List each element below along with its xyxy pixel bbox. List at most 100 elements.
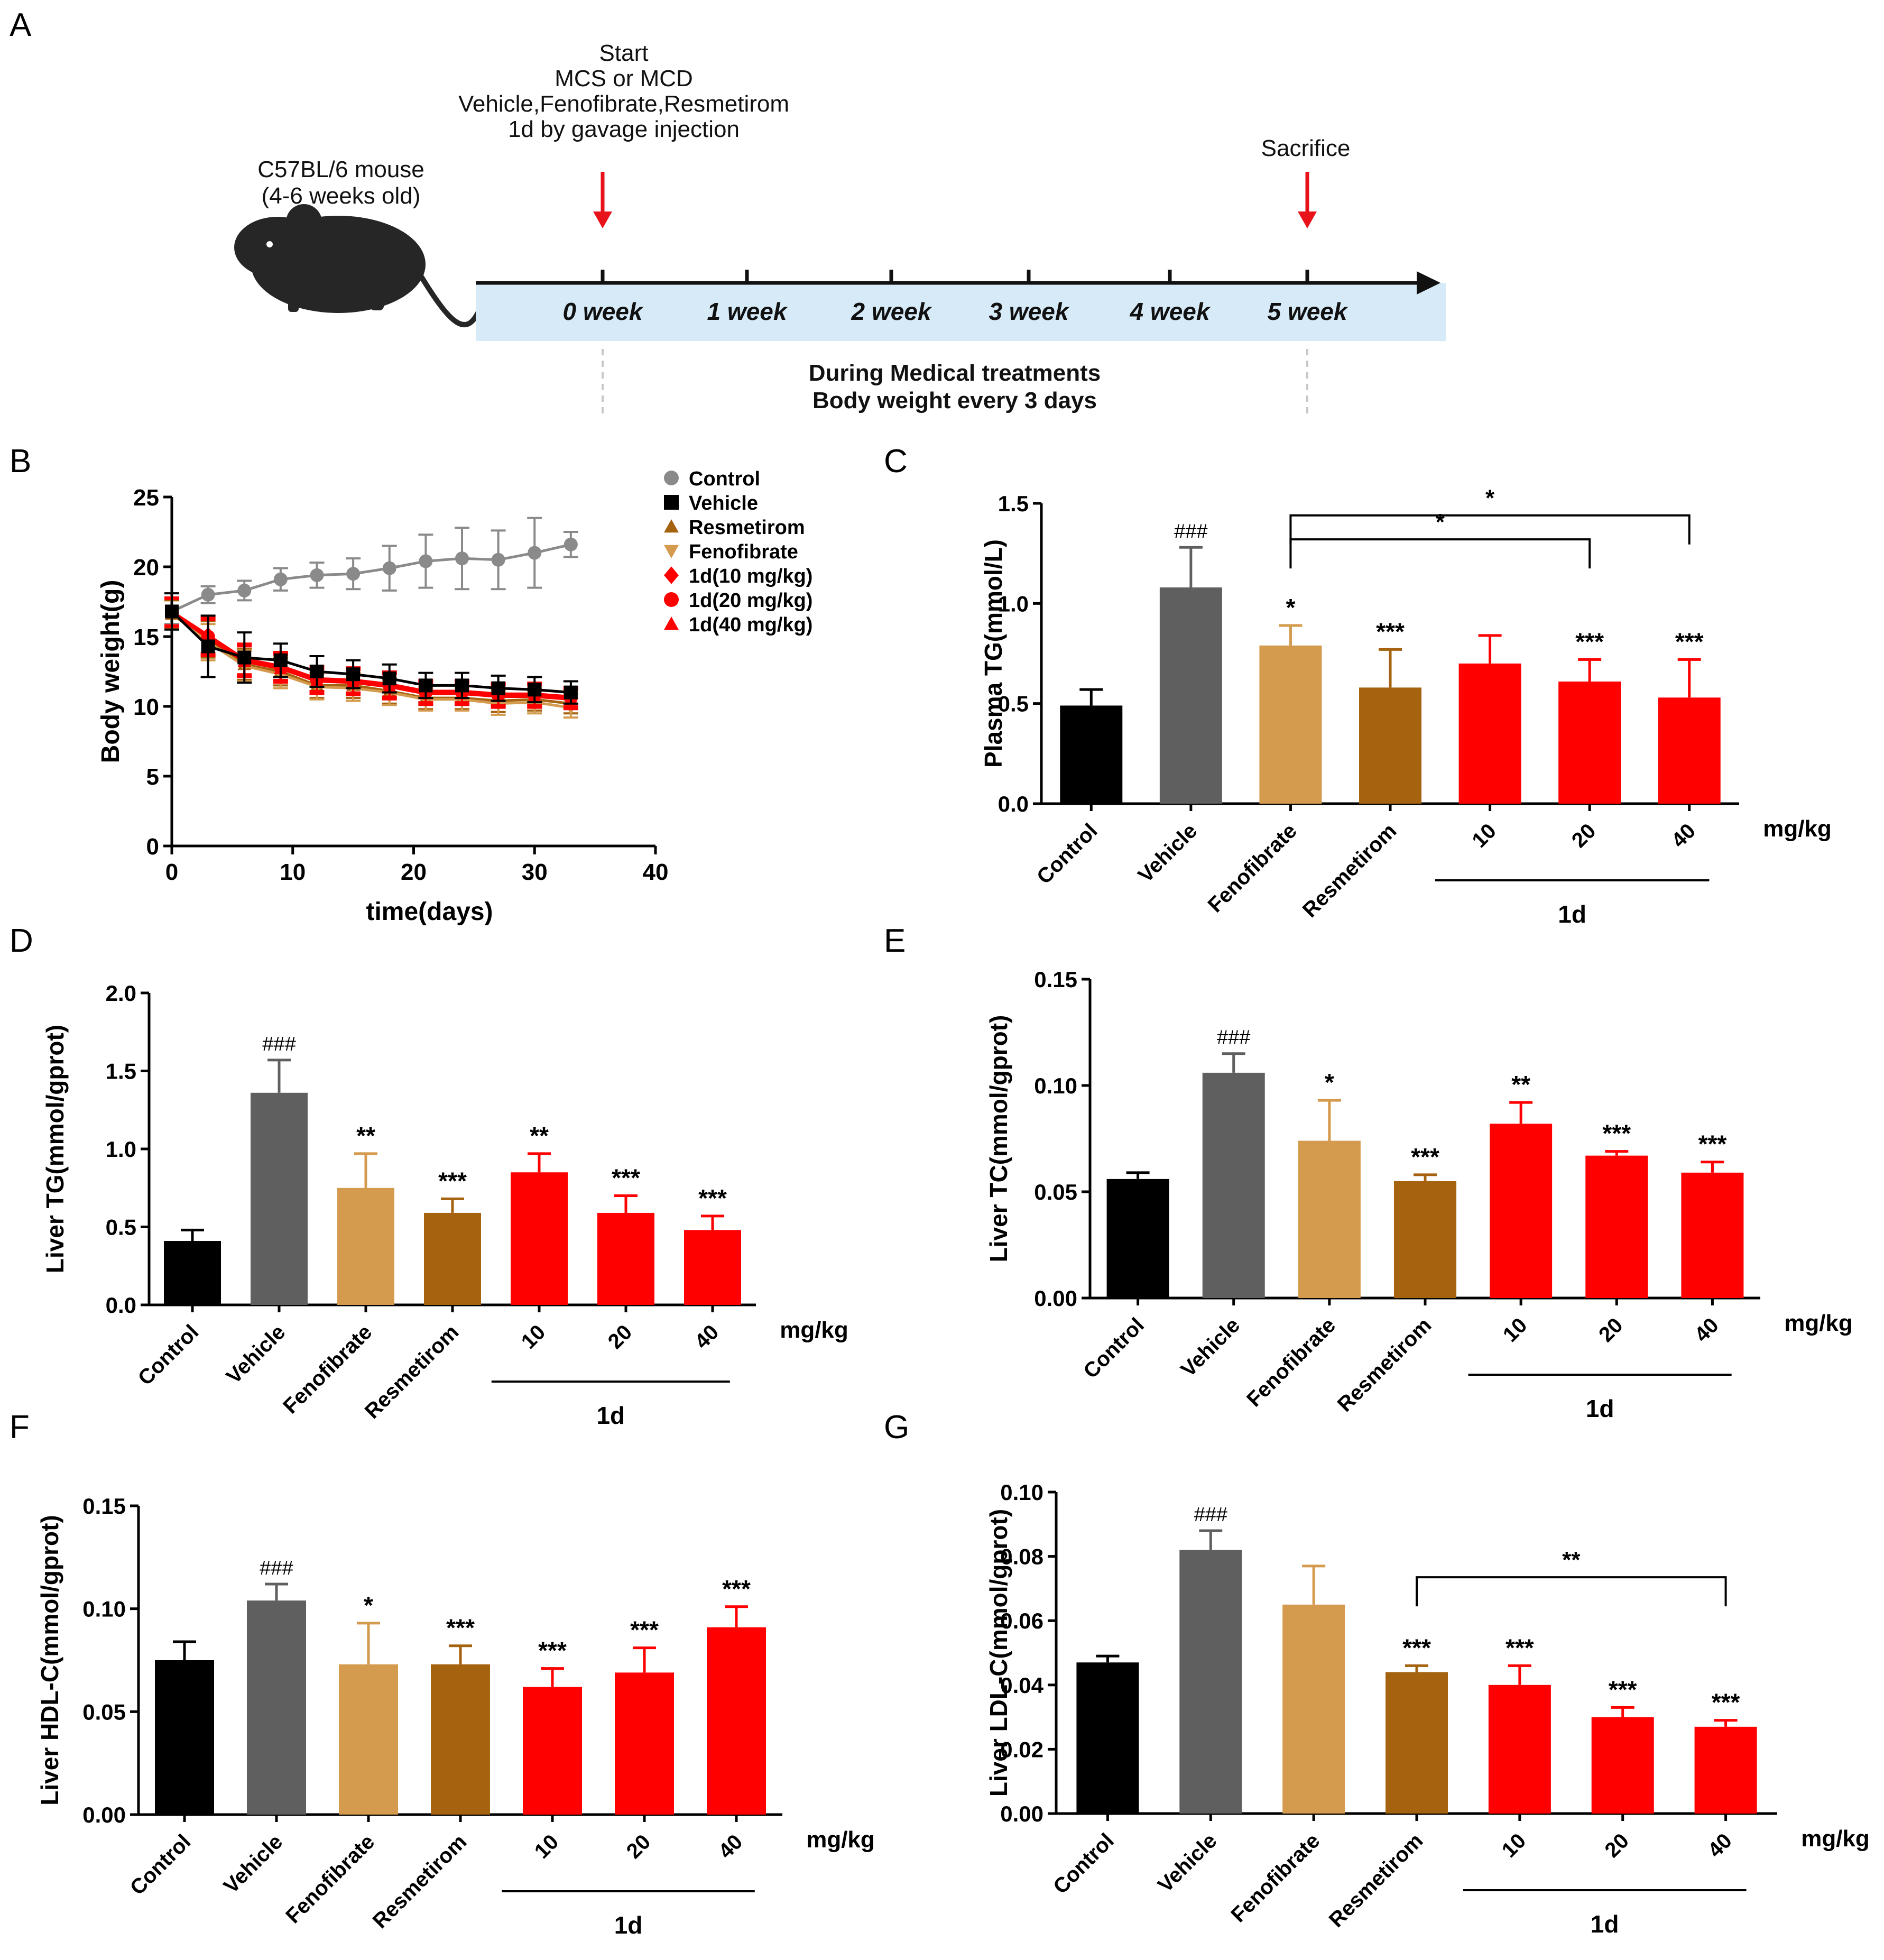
start-label-line-2: MCS or MCD [555, 66, 693, 91]
point-vehicle [201, 639, 215, 654]
y-axis-label: Liver TC(mmol/gprot) [985, 1015, 1012, 1263]
bar-control [164, 1241, 221, 1305]
legend-marker-control [664, 471, 679, 485]
bar-resmetirom [424, 1212, 481, 1305]
bar-40 [1681, 1172, 1744, 1298]
x-axis-label: time(days) [366, 898, 493, 926]
x-tick-label: 30 [522, 859, 548, 885]
panel-g-letter: G [884, 1409, 909, 1446]
week-label-1: 1 week [707, 298, 788, 325]
bar-10 [523, 1687, 582, 1815]
group-label: 1d [614, 1911, 643, 1939]
y-axis-label: Plasma TG(mmol/L) [980, 539, 1007, 768]
significance-label: *** [1402, 1634, 1431, 1661]
y-tick-label: 20 [133, 555, 159, 581]
bar-10 [1488, 1685, 1551, 1814]
point-vehicle [382, 671, 396, 686]
week-label-3: 3 week [989, 298, 1070, 325]
x-tick-label: 0 [165, 859, 178, 885]
legend-marker-1d-10-mg-kg [664, 566, 679, 584]
bar-control [1060, 705, 1123, 804]
bar-20 [1585, 1155, 1648, 1298]
significance-label: *** [1609, 1676, 1637, 1703]
significance-label: * [1325, 1069, 1334, 1096]
significance-label: *** [1675, 628, 1704, 655]
unit-label: mg/kg [806, 1827, 875, 1853]
group-label: 1d [1586, 1395, 1614, 1422]
significance-label: ### [1217, 1027, 1250, 1049]
y-tick-label: 0.05 [1034, 1180, 1077, 1204]
point-vehicle [346, 667, 361, 682]
bar-20 [597, 1212, 654, 1305]
significance-label: ** [356, 1122, 375, 1149]
panel-a-letter: A [10, 7, 32, 43]
legend-marker-1d-40-mg-kg [664, 616, 679, 630]
panel-e-letter: E [884, 923, 906, 959]
start-arrow-icon [593, 172, 612, 228]
week-ticks: 0 week 1 week 2 week 3 week 4 week 5 week [563, 270, 1349, 325]
y-axis-label: Liver LDL-C(mmol/gprot) [985, 1509, 1012, 1797]
point-vehicle [273, 653, 288, 667]
point-control [310, 568, 324, 582]
panel-a-timeline: A C57BL/6 mouse (4-6 weeks old) Start MC… [10, 7, 1446, 418]
start-label-line-3: Vehicle,Fenofibrate,Resmetirom [458, 91, 789, 117]
significance-label: *** [1575, 628, 1604, 655]
bar-vehicle [251, 1092, 308, 1305]
point-control [346, 567, 361, 581]
significance-bracket: ** [1416, 1547, 1727, 1607]
bar-vehicle [1202, 1072, 1265, 1298]
bar-fenofibrate [1259, 645, 1322, 804]
bracket-label: ** [1562, 1547, 1581, 1573]
legend-label: Control [689, 468, 760, 490]
significance-bracket: * [1289, 509, 1591, 569]
significance-label: *** [446, 1614, 475, 1642]
panel-f-letter: F [10, 1409, 30, 1446]
start-label-line-4: 1d by gavage injection [508, 116, 740, 142]
bar-fenofibrate [339, 1664, 398, 1815]
point-vehicle [310, 665, 324, 678]
panel-b-letter: B [10, 443, 31, 480]
y-tick-label: 0.15 [82, 1494, 126, 1519]
point-control [382, 561, 396, 575]
y-tick-label: 0.00 [1000, 1801, 1043, 1826]
legend-marker-1d-20-mg-kg [664, 592, 679, 607]
panel-c-letter: C [884, 443, 908, 480]
legend-marker-resmetirom [664, 519, 679, 533]
point-vehicle [491, 681, 505, 695]
unit-label: mg/kg [780, 1317, 848, 1343]
bar-20 [1558, 682, 1621, 804]
y-axis-label: Body weight(g) [97, 580, 125, 763]
legend-marker-fenofibrate [664, 545, 679, 558]
y-tick-label: 0.00 [1034, 1286, 1077, 1311]
bar-control [1106, 1179, 1169, 1298]
point-control [491, 553, 505, 567]
significance-label: *** [1506, 1634, 1534, 1661]
bar-vehicle [247, 1600, 306, 1815]
unit-label: mg/kg [1763, 816, 1832, 842]
y-axis-label: Liver TG(mmol/gprot) [41, 1025, 69, 1273]
y-tick-label: 25 [133, 485, 159, 511]
bracket-line [1289, 514, 1691, 545]
significance-label: *** [1712, 1689, 1740, 1716]
y-tick-label: 0.05 [82, 1699, 126, 1724]
point-control [564, 537, 578, 551]
y-tick-label: 0.5 [106, 1215, 136, 1240]
bar-vehicle [1159, 587, 1222, 804]
unit-label: mg/kg [1801, 1826, 1870, 1852]
bar-20 [1591, 1717, 1654, 1814]
point-vehicle [237, 650, 252, 665]
group-label: 1d [1558, 900, 1586, 928]
y-tick-label: 0.06 [1000, 1608, 1043, 1633]
y-tick-label: 0.10 [1000, 1480, 1043, 1505]
bar-fenofibrate [1282, 1604, 1345, 1814]
legend-label: Resmetirom [689, 517, 805, 539]
mouse-label-line-1: C57BL/6 mouse [257, 157, 424, 182]
significance-label: *** [630, 1616, 659, 1644]
y-axis-label: Liver HDL-C(mmol/gprot) [36, 1515, 63, 1805]
y-tick-label: 0.08 [1000, 1544, 1043, 1569]
bar-resmetirom [431, 1664, 490, 1815]
treatment-note-line-1: During Medical treatments [809, 360, 1101, 386]
point-control [201, 587, 215, 602]
significance-label: *** [612, 1164, 640, 1192]
